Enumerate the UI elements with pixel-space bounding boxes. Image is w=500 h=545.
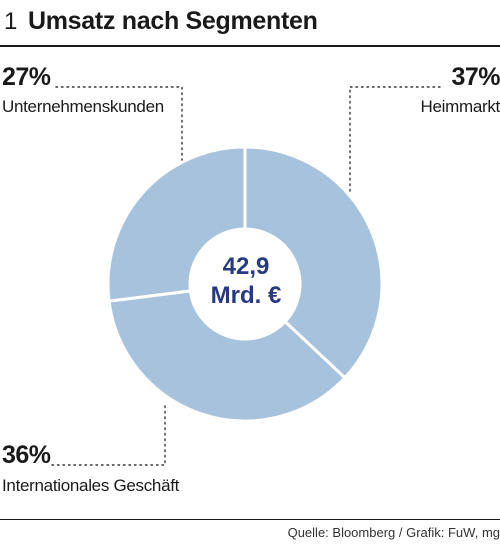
chart-header: 1 Umsatz nach Segmenten bbox=[0, 0, 500, 46]
top-rule bbox=[0, 45, 500, 47]
center-total: 42,9 Mrd. € bbox=[196, 252, 296, 310]
bottom-rule bbox=[0, 519, 500, 520]
leader-unternehmenskunden bbox=[55, 86, 183, 161]
slice-label-internationales-geschaeft: Internationales Geschäft bbox=[2, 476, 180, 495]
center-total-value: 42,9 bbox=[222, 253, 270, 280]
center-total-unit: Mrd. € bbox=[210, 282, 282, 309]
chart-title: Umsatz nach Segmenten bbox=[28, 7, 318, 35]
leader-lines bbox=[51, 86, 441, 466]
figure-number: 1 bbox=[4, 8, 18, 35]
donut-slices bbox=[106, 145, 384, 423]
leader-internationales-geschaeft bbox=[51, 404, 166, 466]
slice-internationales-geschaeft bbox=[107, 289, 347, 423]
slice-heimmarkt bbox=[243, 145, 384, 380]
pct-label-heimmarkt: 37% bbox=[451, 63, 500, 91]
slice-label-heimmarkt: Heimmarkt bbox=[420, 97, 500, 116]
pct-label-internationales-geschaeft: 36% bbox=[2, 441, 51, 469]
slice-label-unternehmenskunden: Unternehmenskunden bbox=[2, 97, 164, 116]
source-note: Quelle: Bloomberg / Grafik: FuW, mg bbox=[287, 525, 500, 540]
slice-unternehmenskunden bbox=[106, 145, 247, 303]
pct-label-unternehmenskunden: 27% bbox=[2, 63, 51, 91]
leader-heimmarkt bbox=[349, 86, 441, 196]
